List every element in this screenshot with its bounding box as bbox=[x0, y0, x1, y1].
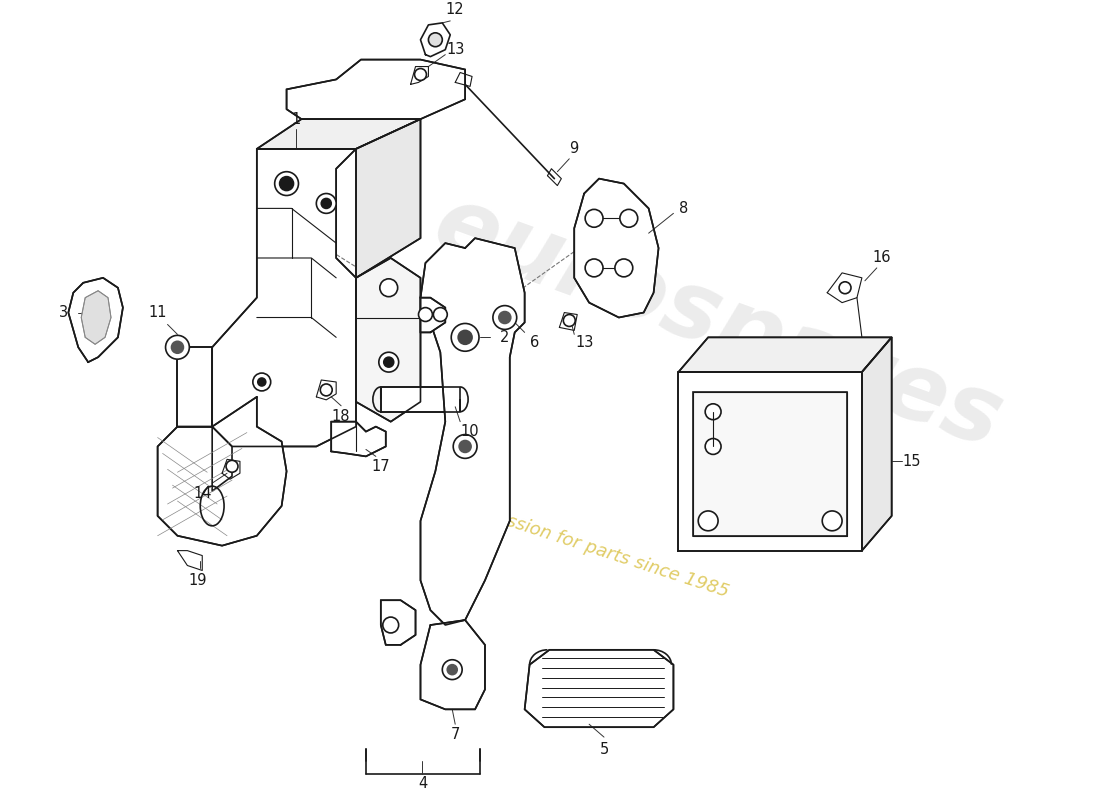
Polygon shape bbox=[679, 338, 892, 372]
Text: 7: 7 bbox=[451, 726, 460, 742]
Text: 1: 1 bbox=[292, 112, 301, 126]
Circle shape bbox=[279, 177, 294, 190]
Polygon shape bbox=[679, 372, 862, 550]
Text: 14: 14 bbox=[192, 486, 211, 501]
Circle shape bbox=[433, 307, 448, 322]
Polygon shape bbox=[381, 387, 460, 412]
Circle shape bbox=[253, 373, 271, 391]
Text: 9: 9 bbox=[570, 142, 579, 156]
Circle shape bbox=[499, 311, 510, 323]
Text: 3: 3 bbox=[58, 305, 68, 320]
Circle shape bbox=[448, 665, 458, 674]
Circle shape bbox=[705, 438, 722, 454]
Polygon shape bbox=[256, 119, 420, 149]
Text: 15: 15 bbox=[902, 454, 921, 469]
Circle shape bbox=[459, 441, 471, 453]
Text: 13: 13 bbox=[446, 42, 464, 57]
Polygon shape bbox=[68, 278, 123, 362]
Text: 5: 5 bbox=[600, 742, 608, 757]
Circle shape bbox=[384, 357, 394, 367]
Circle shape bbox=[442, 660, 462, 679]
Text: 12: 12 bbox=[446, 2, 464, 18]
Polygon shape bbox=[81, 290, 111, 344]
Circle shape bbox=[321, 198, 331, 208]
Polygon shape bbox=[862, 338, 892, 550]
Text: 4: 4 bbox=[418, 776, 427, 791]
Polygon shape bbox=[356, 119, 420, 278]
Circle shape bbox=[451, 323, 478, 351]
Text: 6: 6 bbox=[530, 335, 539, 350]
Circle shape bbox=[379, 279, 398, 297]
Text: 8: 8 bbox=[679, 201, 688, 216]
Polygon shape bbox=[157, 397, 287, 546]
Circle shape bbox=[383, 617, 398, 633]
Circle shape bbox=[698, 511, 718, 530]
Text: eurospares: eurospares bbox=[421, 177, 1014, 468]
Text: 10: 10 bbox=[461, 424, 480, 439]
Circle shape bbox=[705, 404, 722, 420]
Polygon shape bbox=[525, 650, 673, 727]
Circle shape bbox=[822, 511, 843, 530]
Circle shape bbox=[227, 460, 238, 472]
Polygon shape bbox=[381, 600, 416, 645]
Circle shape bbox=[585, 259, 603, 277]
Text: 16: 16 bbox=[872, 250, 891, 266]
Polygon shape bbox=[420, 620, 485, 710]
Text: 13: 13 bbox=[575, 335, 593, 350]
Text: a passion for parts since 1985: a passion for parts since 1985 bbox=[468, 500, 732, 601]
Polygon shape bbox=[177, 347, 212, 426]
Circle shape bbox=[275, 172, 298, 195]
Polygon shape bbox=[212, 426, 232, 491]
Circle shape bbox=[493, 306, 517, 330]
Polygon shape bbox=[574, 178, 659, 318]
Polygon shape bbox=[420, 298, 446, 332]
Circle shape bbox=[320, 384, 332, 396]
Text: 17: 17 bbox=[372, 459, 390, 474]
Circle shape bbox=[459, 330, 472, 344]
Polygon shape bbox=[287, 59, 465, 119]
Text: 2: 2 bbox=[500, 330, 509, 345]
Polygon shape bbox=[356, 258, 420, 422]
Circle shape bbox=[317, 194, 337, 214]
Polygon shape bbox=[331, 422, 386, 456]
Text: 11: 11 bbox=[148, 305, 167, 320]
Circle shape bbox=[839, 282, 851, 294]
Circle shape bbox=[172, 342, 184, 354]
Circle shape bbox=[453, 434, 477, 458]
Polygon shape bbox=[420, 238, 525, 625]
Circle shape bbox=[166, 335, 189, 359]
Circle shape bbox=[563, 314, 575, 326]
Circle shape bbox=[615, 259, 632, 277]
Circle shape bbox=[428, 33, 442, 46]
Polygon shape bbox=[212, 149, 356, 446]
Circle shape bbox=[378, 352, 398, 372]
Circle shape bbox=[257, 378, 266, 386]
Circle shape bbox=[585, 210, 603, 227]
Text: 19: 19 bbox=[188, 573, 207, 588]
Polygon shape bbox=[693, 392, 847, 536]
Circle shape bbox=[415, 69, 427, 81]
Circle shape bbox=[418, 307, 432, 322]
Circle shape bbox=[620, 210, 638, 227]
Text: 18: 18 bbox=[332, 410, 351, 424]
